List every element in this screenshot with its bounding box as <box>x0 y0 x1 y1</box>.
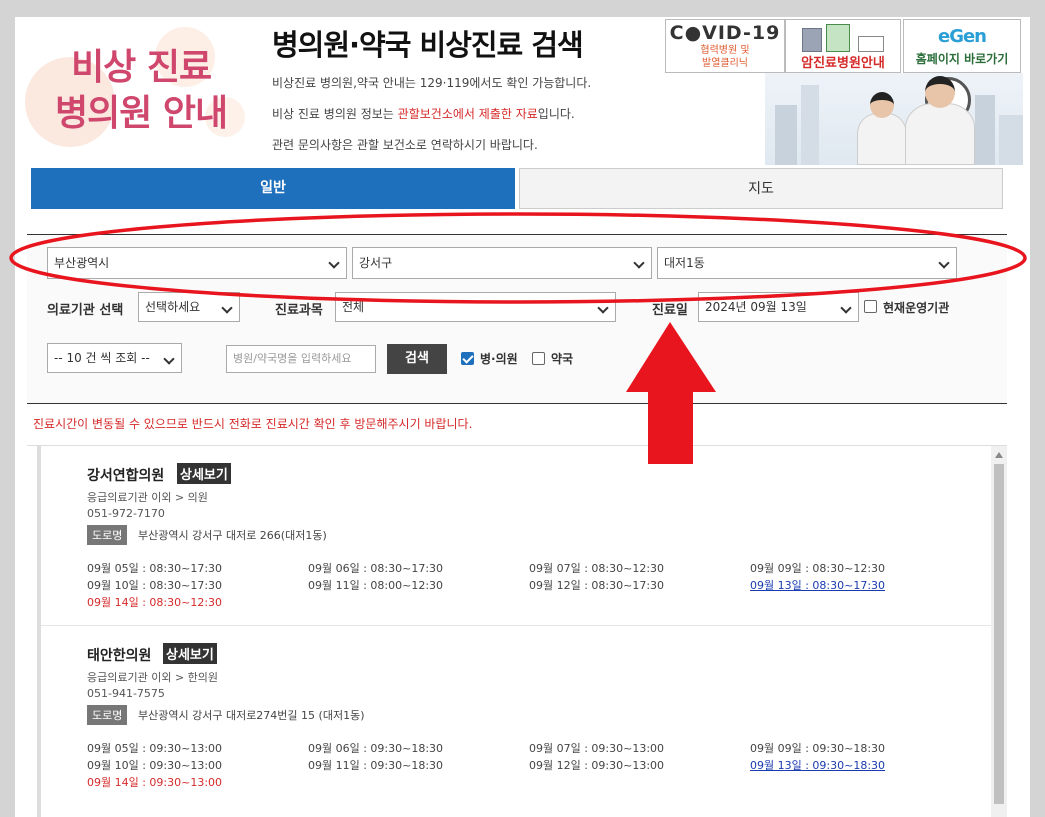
hours-entry: 09월 12일 : 08:30~17:30 <box>529 579 665 592</box>
page: 비상 진료 병의원 안내 병의원·약국 비상진료 검색 비상진료 병의원,약국 … <box>15 17 1030 817</box>
facility-name: 강서연합의원 <box>87 468 165 484</box>
hours-entry: 09월 10일 : 09:30~13:00 <box>87 759 223 772</box>
hours-entry: 09월 12일 : 09:30~13:00 <box>529 759 665 772</box>
operating-label: 현재운영기관 <box>883 301 950 315</box>
tab-bar: 일반 지도 <box>31 168 1003 209</box>
cancer-hospital-banner[interactable]: 암진료병원안내 <box>785 19 901 73</box>
scroll-up-icon[interactable] <box>995 452 1003 458</box>
facility-category: 응급의료기관 이외 > 한의원 <box>87 671 219 684</box>
hours-entry: 09월 05일 : 09:30~13:00 <box>87 742 223 755</box>
search-input[interactable]: 병원/약국명을 입력하세요 <box>226 345 376 373</box>
list-item: 태안한의원 상세보기 응급의료기관 이외 > 한의원 051-941-7575 … <box>41 626 996 817</box>
desc-line1: 비상진료 병의원,약국 안내는 129·119에서도 확인 가능합니다. <box>272 76 592 90</box>
desc2-post: 입니다. <box>537 107 575 121</box>
logo-line1: 비상 진료 <box>71 47 212 88</box>
page-size-select[interactable]: -- 10 건 씩 조회 -- <box>47 343 182 373</box>
tab-general[interactable]: 일반 <box>31 168 515 209</box>
desc-line3: 관련 문의사항은 관할 보건소로 연락하시기 바랍니다. <box>272 138 538 152</box>
page-title: 병의원·약국 비상진료 검색 <box>272 28 584 62</box>
list-scrollbar[interactable] <box>991 446 1007 817</box>
department-label: 진료과목 <box>275 303 323 318</box>
scroll-thumb[interactable] <box>994 464 1004 804</box>
facility-select[interactable]: 선택하세요 <box>138 292 240 322</box>
logo-line2: 병의원 안내 <box>55 93 228 134</box>
hours-entry-today: 09월 13일 : 08:30~17:30 <box>750 579 886 592</box>
search-button[interactable]: 검색 <box>387 344 447 374</box>
result-list: 강서연합의원 상세보기 응급의료기관 이외 > 의원 051-972-7170 … <box>27 445 1007 817</box>
cancer-label: 암진료병원안내 <box>801 56 885 71</box>
tab-map[interactable]: 지도 <box>519 168 1003 209</box>
hospital-label: 병·의원 <box>480 352 518 366</box>
pharmacy-label: 약국 <box>551 352 574 366</box>
hours-entry: 09월 11일 : 09:30~18:30 <box>308 759 444 772</box>
dong-select[interactable]: 대저1동 <box>657 247 957 279</box>
doctor-illustration <box>765 73 1023 165</box>
facility-phone: 051-972-7170 <box>87 507 165 520</box>
operating-checkbox[interactable] <box>864 300 877 313</box>
list-item: 강서연합의원 상세보기 응급의료기관 이외 > 의원 051-972-7170 … <box>41 446 996 626</box>
hospital-checkbox[interactable] <box>461 352 474 365</box>
result-list-inner: 강서연합의원 상세보기 응급의료기관 이외 > 의원 051-972-7170 … <box>37 446 996 817</box>
hours-entry: 09월 06일 : 09:30~18:30 <box>308 742 444 755</box>
facility-category: 응급의료기관 이외 > 의원 <box>87 491 208 504</box>
hours-entry-holiday: 09월 14일 : 09:30~13:00 <box>87 776 223 789</box>
road-address-tag: 도로명 <box>87 705 128 725</box>
department-select[interactable]: 전체 <box>335 292 616 322</box>
desc2-pre: 비상 진료 병의원 정보는 <box>272 107 398 121</box>
egen-logo: eGen <box>937 26 987 47</box>
search-filters: 부산광역시 강서구 대저1동 의료기관 선택 선택하세요 진료과목 전체 진료일… <box>27 234 1007 404</box>
notice-text: 진료시간이 변동될 수 있으므로 반드시 전화로 진료시간 확인 후 방문해주시… <box>33 417 473 431</box>
homepage-banner[interactable]: eGen 홈페이지 바로가기 <box>903 19 1021 73</box>
road-address-tag: 도로명 <box>87 525 128 545</box>
facility-label: 의료기관 선택 <box>47 303 124 318</box>
covid-title: C●VID-19 <box>669 22 781 44</box>
emergency-logo: 비상 진료 병의원 안내 <box>15 17 265 167</box>
covid-banner[interactable]: C●VID-19 협력병원 및 발열클리닉 <box>665 19 785 73</box>
desc2-red: 관할보건소에서 제출한 자료 <box>397 107 538 121</box>
hours-entry: 09월 09일 : 08:30~12:30 <box>750 562 886 575</box>
facility-phone: 051-941-7575 <box>87 687 165 700</box>
hours-entry-today: 09월 13일 : 09:30~18:30 <box>750 759 886 772</box>
covid-sub2: 발열클리닉 <box>702 58 748 69</box>
hours-entry: 09월 05일 : 08:30~17:30 <box>87 562 223 575</box>
hours-entry: 09월 07일 : 09:30~13:00 <box>529 742 665 755</box>
facility-name: 태안한의원 <box>87 648 152 664</box>
facility-address: 부산광역시 강서구 대저로274번길 15 (대저1동) <box>138 709 365 722</box>
detail-button[interactable]: 상세보기 <box>163 643 217 664</box>
homepage-label: 홈페이지 바로가기 <box>915 52 1009 66</box>
hours-entry: 09월 10일 : 08:30~17:30 <box>87 579 223 592</box>
hours-entry: 09월 06일 : 08:30~17:30 <box>308 562 444 575</box>
city-select[interactable]: 부산광역시 <box>47 247 347 279</box>
hours-entry: 09월 09일 : 09:30~18:30 <box>750 742 886 755</box>
hours-entry: 09월 11일 : 08:00~12:30 <box>308 579 444 592</box>
date-select[interactable]: 2024년 09월 13일 <box>698 292 859 322</box>
covid-sub1: 협력병원 및 <box>700 45 750 56</box>
pharmacy-checkbox[interactable] <box>532 352 545 365</box>
facility-address: 부산광역시 강서구 대저로 266(대저1동) <box>138 529 327 542</box>
hours-entry-holiday: 09월 14일 : 08:30~12:30 <box>87 596 223 609</box>
detail-button[interactable]: 상세보기 <box>177 463 231 484</box>
hours-entry: 09월 07일 : 08:30~12:30 <box>529 562 665 575</box>
logo-text: 비상 진료 병의원 안내 <box>55 45 228 137</box>
desc-line2: 비상 진료 병의원 정보는 관할보건소에서 제출한 자료입니다. <box>272 105 575 122</box>
date-label: 진료일 <box>652 303 688 318</box>
hospital-icon <box>786 22 900 52</box>
district-select[interactable]: 강서구 <box>352 247 652 279</box>
